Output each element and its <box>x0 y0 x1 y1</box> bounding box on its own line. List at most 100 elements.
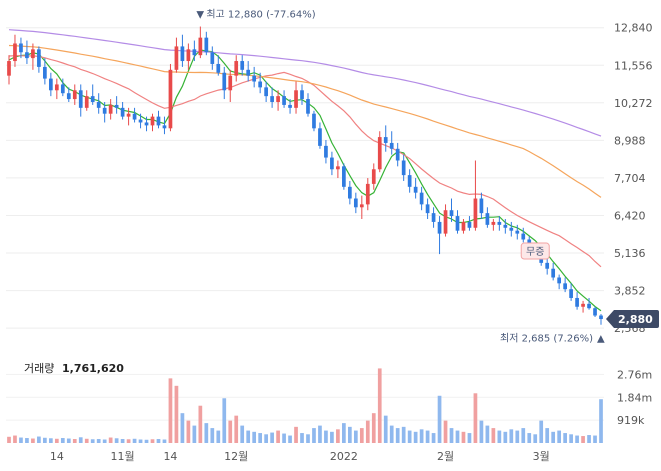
volume-bar <box>324 430 328 443</box>
candle-body <box>563 283 567 290</box>
candle-body <box>330 157 334 170</box>
candle-body <box>96 101 101 108</box>
volume-bar <box>509 429 514 443</box>
candle <box>353 192 358 214</box>
volume-bar <box>258 433 263 443</box>
candle-body <box>210 52 215 64</box>
candle <box>330 151 334 176</box>
candle-body <box>593 308 597 316</box>
candle <box>449 198 454 222</box>
candle <box>37 46 41 73</box>
candle-body <box>252 75 257 82</box>
volume-bar <box>186 420 191 443</box>
volume-bar <box>306 434 310 443</box>
candle-body <box>192 49 197 56</box>
low-marker-label: 최저 2,685 (7.26%) <box>500 333 593 345</box>
candle <box>587 297 591 310</box>
candle <box>120 101 125 120</box>
time-tick-label: 2022 <box>330 450 358 463</box>
candle <box>19 37 23 59</box>
candle-body <box>545 262 550 269</box>
volume-bar <box>353 430 358 443</box>
candle-body <box>150 116 155 126</box>
volume-bar <box>288 435 292 443</box>
candle <box>324 140 328 164</box>
ma20-line <box>8 55 602 268</box>
volume-bar <box>246 430 251 443</box>
candle <box>192 40 197 62</box>
volume-bar <box>455 430 460 443</box>
candle-body <box>264 87 268 97</box>
volume-bar <box>449 428 454 443</box>
candle <box>162 116 167 135</box>
candle <box>545 257 550 275</box>
candle-body <box>258 81 263 88</box>
volume-bar <box>43 437 47 443</box>
candle <box>575 292 579 310</box>
candle <box>60 78 65 97</box>
volume-label: 거래량 <box>24 362 54 375</box>
candle <box>365 178 370 211</box>
candle <box>156 110 161 129</box>
volume-bar <box>66 438 71 443</box>
candle-body <box>138 119 143 123</box>
candle <box>395 142 400 167</box>
volume-bar <box>132 438 137 443</box>
volume-bar <box>180 413 185 443</box>
volume-bar <box>276 430 280 443</box>
candle-body <box>581 303 585 307</box>
candle-body <box>479 198 484 214</box>
candle-body <box>491 221 496 225</box>
event-badge: 무증 <box>520 242 550 260</box>
volume-bar <box>96 439 101 443</box>
candle-body <box>234 61 239 76</box>
current-price-value: 2,880 <box>618 313 653 326</box>
volume-bar <box>204 423 209 443</box>
candle <box>389 131 394 155</box>
volume-bar <box>371 413 376 443</box>
candle-body <box>37 49 41 67</box>
candle-body <box>282 96 286 105</box>
volume-value: 1,761,620 <box>62 362 124 375</box>
volume-bar <box>479 420 484 443</box>
volume-bar <box>240 425 245 443</box>
candle <box>593 306 597 317</box>
volume-bar <box>54 438 59 443</box>
candle <box>234 55 239 82</box>
volume-bar <box>413 431 418 443</box>
price-tick-label: 6,420 <box>614 209 646 222</box>
candle <box>569 283 573 301</box>
candle <box>228 69 233 102</box>
candle <box>551 262 556 281</box>
candle <box>509 221 514 237</box>
candle-body <box>342 166 346 187</box>
candle <box>198 26 203 59</box>
volume-bar <box>419 429 424 443</box>
volume-bar <box>377 368 382 443</box>
candle <box>126 107 131 126</box>
candle-body <box>222 72 227 91</box>
time-tick-label: 14 <box>163 450 177 463</box>
volume-bar <box>174 385 179 443</box>
candle-body <box>599 315 603 320</box>
candle-body <box>467 221 472 228</box>
candle-body <box>413 186 418 193</box>
candle <box>150 113 155 132</box>
volume-bar <box>84 438 89 443</box>
candle-body <box>569 289 573 298</box>
candle <box>168 63 173 132</box>
volume-bar <box>521 428 526 443</box>
candle <box>144 116 149 132</box>
volume-bar <box>431 433 436 443</box>
candle <box>210 46 215 70</box>
volume-bar <box>252 431 257 443</box>
volume-bar <box>48 438 53 443</box>
candle-body <box>126 113 131 117</box>
candle <box>264 81 268 102</box>
candle-body <box>54 84 59 91</box>
volume-bar <box>443 420 448 443</box>
low-marker-arrow-icon: ▲ <box>597 334 605 345</box>
candle <box>246 61 251 82</box>
volume-bar <box>318 425 322 443</box>
